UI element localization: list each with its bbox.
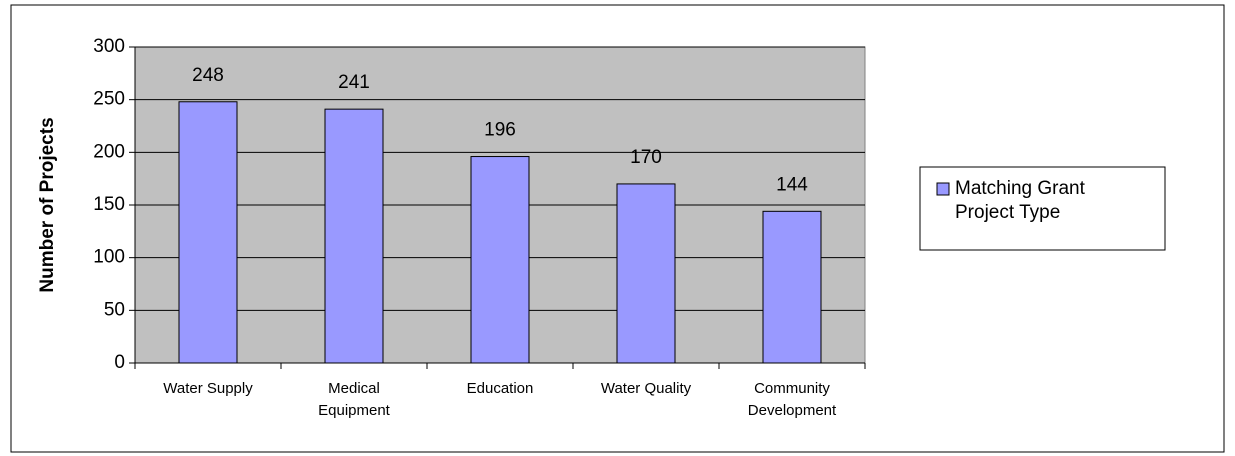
y-tick-label: 0 bbox=[114, 352, 125, 373]
y-tick-label: 50 bbox=[104, 299, 125, 320]
y-tick-label: 100 bbox=[93, 247, 125, 268]
data-label: 170 bbox=[630, 147, 662, 168]
bar bbox=[762, 210, 822, 364]
x-tick-label: Water Supply bbox=[163, 380, 253, 397]
x-tick-label: Community Development bbox=[747, 380, 837, 419]
x-tick-label: Water Quality bbox=[600, 380, 692, 397]
data-label: 144 bbox=[776, 174, 808, 195]
x-tick-label: Medical Equipment bbox=[318, 380, 390, 419]
data-label: 196 bbox=[484, 120, 516, 141]
bar bbox=[616, 183, 676, 364]
y-tick-label: 250 bbox=[93, 89, 125, 110]
data-label: 241 bbox=[338, 72, 370, 93]
legend-label: Matching Grant Project Type bbox=[955, 178, 1085, 223]
y-tick-label: 150 bbox=[93, 194, 125, 215]
bar bbox=[470, 156, 530, 364]
data-label: 248 bbox=[192, 65, 224, 86]
bar bbox=[324, 108, 384, 364]
bar bbox=[178, 101, 238, 364]
legend-box bbox=[919, 166, 1166, 251]
y-axis-label: Number of Projects bbox=[37, 117, 58, 292]
y-tick-label: 200 bbox=[93, 141, 125, 162]
legend-swatch bbox=[936, 182, 950, 196]
y-tick-label: 300 bbox=[93, 36, 125, 57]
x-tick-label: Education bbox=[466, 380, 534, 397]
